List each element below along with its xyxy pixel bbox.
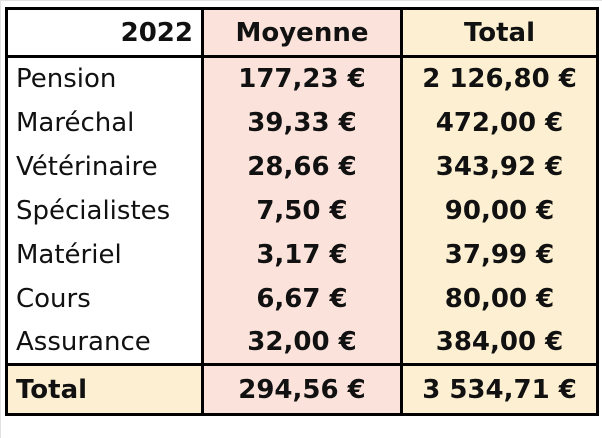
total-label-cell[interactable]: Total <box>6 363 203 415</box>
row-average-cell[interactable]: 177,23 € <box>201 56 403 101</box>
row-total-cell[interactable]: 343,92 € <box>401 144 598 189</box>
row-total-cell[interactable]: 472,00 € <box>401 100 598 145</box>
header-row: 2022 Moyenne Total <box>6 8 598 58</box>
total-header-cell[interactable]: Total <box>401 8 598 58</box>
row-total-cell[interactable]: 2 126,80 € <box>401 56 598 101</box>
row-average-cell[interactable]: 6,67 € <box>201 276 403 321</box>
row-average-cell[interactable]: 32,00 € <box>201 320 403 365</box>
average-header-cell[interactable]: Moyenne <box>201 8 403 58</box>
row-label-cell[interactable]: Spécialistes <box>16 195 171 226</box>
table-row: Pension 177,23 € 2 126,80 € <box>7 56 598 101</box>
row-average-cell[interactable]: 28,66 € <box>201 144 403 189</box>
row-total-cell[interactable]: 37,99 € <box>401 232 598 277</box>
table-row: Assurance 32,00 € 384,00 € <box>7 320 598 365</box>
row-total-cell[interactable]: 384,00 € <box>401 320 598 365</box>
total-average-cell[interactable]: 294,56 € <box>201 363 403 415</box>
row-label-cell[interactable]: Maréchal <box>16 107 135 138</box>
row-total-cell[interactable]: 90,00 € <box>401 188 598 233</box>
table-row: Vétérinaire 28,66 € 343,92 € <box>7 144 598 189</box>
row-average-cell[interactable]: 39,33 € <box>201 100 403 145</box>
row-label-cell[interactable]: Assurance <box>16 326 151 357</box>
expense-summary-table: 2022 Moyenne Total Pension 177,23 € 2 12… <box>5 7 599 416</box>
grand-total-cell[interactable]: 3 534,71 € <box>401 363 598 415</box>
row-average-cell[interactable]: 7,50 € <box>201 188 403 233</box>
row-label-cell[interactable]: Pension <box>16 64 117 95</box>
table-row: Maréchal 39,33 € 472,00 € <box>7 100 598 145</box>
row-label-cell[interactable]: Matériel <box>16 239 122 270</box>
total-row: Total 294,56 € 3 534,71 € <box>6 363 598 415</box>
row-label-cell[interactable]: Cours <box>16 283 91 314</box>
table-row: Matériel 3,17 € 37,99 € <box>7 232 598 277</box>
table-row: Spécialistes 7,50 € 90,00 € <box>7 188 598 233</box>
row-average-cell[interactable]: 3,17 € <box>201 232 403 277</box>
year-header-cell[interactable]: 2022 <box>6 8 203 58</box>
table-row: Cours 6,67 € 80,00 € <box>7 276 598 321</box>
row-total-cell[interactable]: 80,00 € <box>401 276 598 321</box>
row-label-cell[interactable]: Vétérinaire <box>16 151 158 182</box>
